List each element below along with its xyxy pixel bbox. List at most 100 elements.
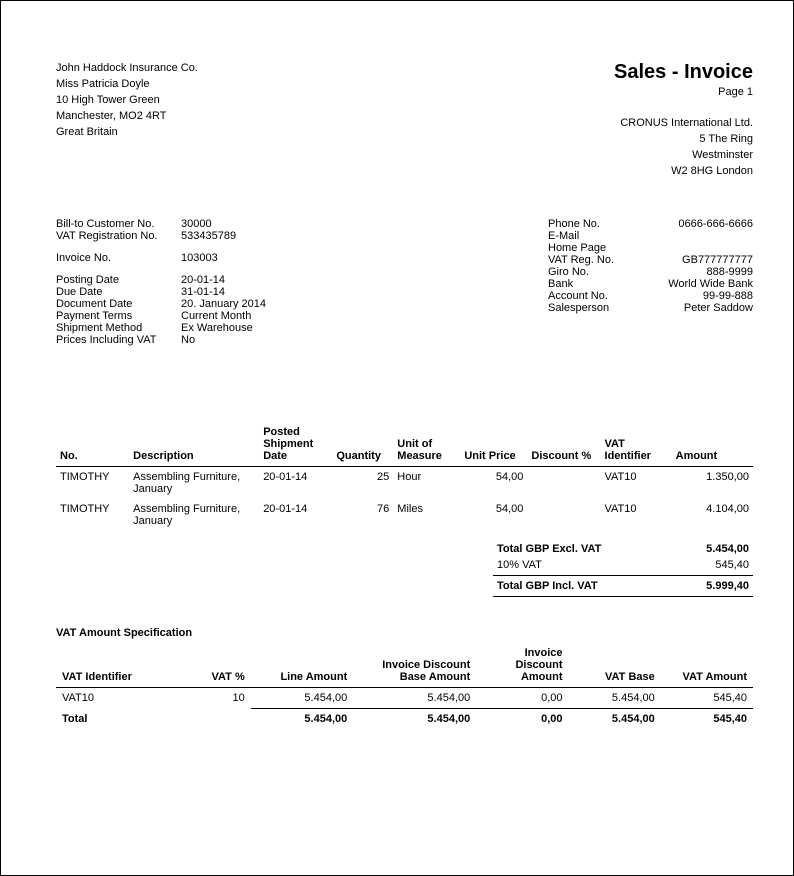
line-row: TIMOTHYAssembling Furniture, January20-0… xyxy=(56,466,753,499)
due-label: Due Date xyxy=(56,286,181,298)
line-no: TIMOTHY xyxy=(56,499,129,531)
line-disc xyxy=(527,499,600,531)
company-name: CRONUS International Ltd. xyxy=(614,116,753,132)
col-disc: Discount % xyxy=(527,424,600,467)
line-disc xyxy=(527,466,600,499)
customer-address-block: John Haddock Insurance Co. Miss Patricia… xyxy=(56,61,198,180)
vat-header-row: VAT Identifier VAT % Line Amount Invoice… xyxy=(56,645,753,688)
vat-base: 5.454,00 xyxy=(569,687,661,708)
total-incl-label: Total GBP Incl. VAT xyxy=(497,580,598,592)
line-amount: 4.104,00 xyxy=(672,499,753,531)
vat-total-discamt: 0,00 xyxy=(476,708,568,729)
bank-label: Bank xyxy=(548,278,638,290)
vat-discbase: 5.454,00 xyxy=(353,687,476,708)
customer-addr1: 10 High Tower Green xyxy=(56,93,198,109)
line-price: 54,00 xyxy=(460,466,527,499)
vat-total-amount: 545,40 xyxy=(661,708,753,729)
lines-header-row: No. Description Posted Shipment Date Qua… xyxy=(56,424,753,467)
col-price: Unit Price xyxy=(460,424,527,467)
document-title: Sales - Invoice xyxy=(614,61,753,84)
col-qty: Quantity xyxy=(332,424,393,467)
line-price: 54,00 xyxy=(460,499,527,531)
line-no: TIMOTHY xyxy=(56,466,129,499)
company-address-block: CRONUS International Ltd. 5 The Ring Wes… xyxy=(614,116,753,180)
posting-value: 20-01-14 xyxy=(181,274,225,286)
col-desc: Description xyxy=(129,424,259,467)
account-label: Account No. xyxy=(548,290,638,302)
customer-country: Great Britain xyxy=(56,125,198,141)
vat-row: VAT10105.454,005.454,000,005.454,00545,4… xyxy=(56,687,753,708)
line-amount: 1.350,00 xyxy=(672,466,753,499)
metadata-row: Bill-to Customer No.30000 VAT Registrati… xyxy=(56,218,753,346)
invoice-value: 103003 xyxy=(181,252,218,264)
payterms-label: Payment Terms xyxy=(56,310,181,322)
total-incl-value: 5.999,40 xyxy=(706,580,749,592)
line-uom: Miles xyxy=(393,499,460,531)
posting-label: Posting Date xyxy=(56,274,181,286)
col-shipdate: Posted Shipment Date xyxy=(259,424,332,467)
vat-total-label: Total xyxy=(56,708,189,729)
totals-block: Total GBP Excl. VAT5.454,00 10% VAT545,4… xyxy=(493,541,753,597)
bank-value: World Wide Bank xyxy=(638,278,753,290)
vcol-lineamt: Line Amount xyxy=(251,645,354,688)
docdate-label: Document Date xyxy=(56,298,181,310)
phone-value: 0666-666-6666 xyxy=(638,218,753,230)
pricesvat-value: No xyxy=(181,334,195,346)
company-metadata-right: Phone No.0666-666-6666 E-Mail Home Page … xyxy=(548,218,753,346)
document-header: John Haddock Insurance Co. Miss Patricia… xyxy=(56,61,753,180)
title-block: Sales - Invoice Page 1 CRONUS Internatio… xyxy=(614,61,753,180)
shipmethod-label: Shipment Method xyxy=(56,322,181,334)
total-vat-label: 10% VAT xyxy=(497,559,542,571)
invoice-label: Invoice No. xyxy=(56,252,181,264)
vat-lineamt: 5.454,00 xyxy=(251,687,354,708)
col-amount: Amount xyxy=(672,424,753,467)
giro-value: 888-9999 xyxy=(638,266,753,278)
docdate-value: 20. January 2014 xyxy=(181,298,266,310)
pricesvat-label: Prices Including VAT xyxy=(56,334,181,346)
shipmethod-value: Ex Warehouse xyxy=(181,322,253,334)
vat-discamt: 0,00 xyxy=(476,687,568,708)
col-uom: Unit of Measure xyxy=(393,424,460,467)
account-value: 99-99-888 xyxy=(638,290,753,302)
line-vatid: VAT10 xyxy=(601,499,672,531)
vatregno-label: VAT Reg. No. xyxy=(548,254,638,266)
billto-label: Bill-to Customer No. xyxy=(56,218,181,230)
company-addr3: W2 8HG London xyxy=(614,164,753,180)
line-uom: Hour xyxy=(393,466,460,499)
vat-id: VAT10 xyxy=(56,687,189,708)
customer-contact: Miss Patricia Doyle xyxy=(56,77,198,93)
email-value xyxy=(638,230,753,242)
col-no: No. xyxy=(56,424,129,467)
vatregno-value: GB777777777 xyxy=(638,254,753,266)
vat-amount: 545,40 xyxy=(661,687,753,708)
total-excl-value: 5.454,00 xyxy=(706,543,749,555)
vat-pct: 10 xyxy=(189,687,251,708)
col-vatid: VAT Identifier xyxy=(601,424,672,467)
homepage-label: Home Page xyxy=(548,242,638,254)
vat-total-discbase: 5.454,00 xyxy=(353,708,476,729)
vat-total-lineamt: 5.454,00 xyxy=(251,708,354,729)
vcol-discbase: Invoice Discount Base Amount xyxy=(353,645,476,688)
due-value: 31-01-14 xyxy=(181,286,225,298)
vcol-discamt: Invoice Discount Amount xyxy=(476,645,568,688)
customer-addr2: Manchester, MO2 4RT xyxy=(56,109,198,125)
vat-spec-title: VAT Amount Specification xyxy=(56,627,753,639)
line-desc: Assembling Furniture, January xyxy=(129,466,259,499)
vatreg-label: VAT Registration No. xyxy=(56,230,181,242)
salesperson-label: Salesperson xyxy=(548,302,638,314)
vat-total-row: Total 5.454,00 5.454,00 0,00 5.454,00 54… xyxy=(56,708,753,729)
company-addr2: Westminster xyxy=(614,148,753,164)
line-shipdate: 20-01-14 xyxy=(259,466,332,499)
company-addr1: 5 The Ring xyxy=(614,132,753,148)
customer-name: John Haddock Insurance Co. xyxy=(56,61,198,77)
salesperson-value: Peter Saddow xyxy=(638,302,753,314)
vcol-base: VAT Base xyxy=(569,645,661,688)
billto-value: 30000 xyxy=(181,218,212,230)
line-qty: 76 xyxy=(332,499,393,531)
email-label: E-Mail xyxy=(548,230,638,242)
phone-label: Phone No. xyxy=(548,218,638,230)
vcol-amount: VAT Amount xyxy=(661,645,753,688)
line-desc: Assembling Furniture, January xyxy=(129,499,259,531)
invoice-metadata-left: Bill-to Customer No.30000 VAT Registrati… xyxy=(56,218,266,346)
line-vatid: VAT10 xyxy=(601,466,672,499)
